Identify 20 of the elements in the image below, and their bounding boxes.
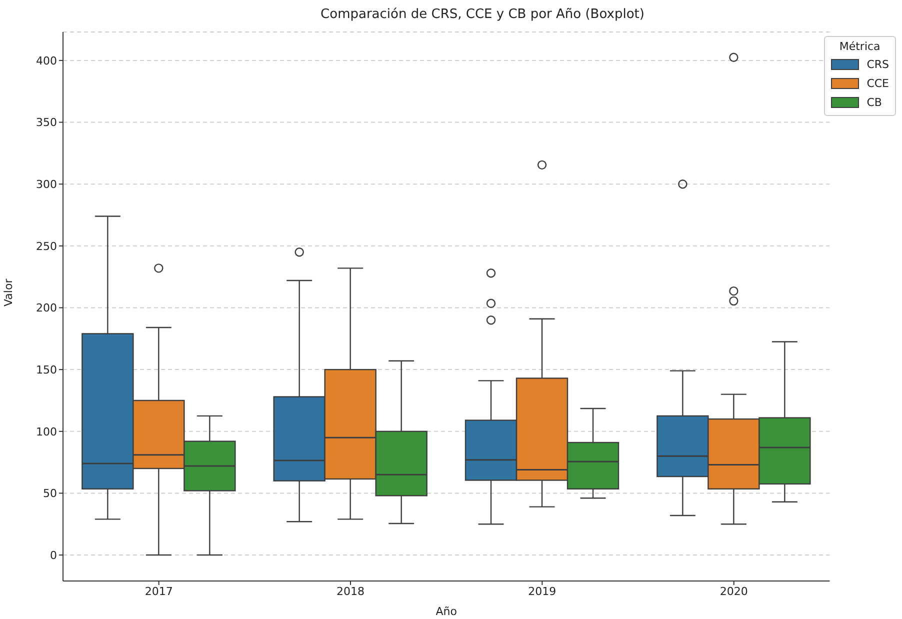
chart-title: Comparación de CRS, CCE y CB por Año (Boxplot) [320, 7, 646, 22]
y-tick-label: 300 [36, 178, 57, 191]
x-tick-label: 2018 [336, 584, 365, 598]
x-axis-title: Año [436, 605, 458, 618]
y-tick-label: 200 [36, 302, 57, 315]
x-tick-label: 2020 [720, 584, 748, 598]
legend-label: CCE [866, 77, 889, 90]
y-tick-label: 50 [43, 487, 57, 500]
y-axis-title: Valor [2, 278, 15, 306]
y-tick-label: 0 [50, 548, 57, 562]
y-tick-label: 100 [36, 425, 57, 438]
x-tick-label: 2017 [144, 584, 173, 598]
y-tick-label: 400 [36, 54, 57, 68]
y-tick-label: 150 [36, 363, 57, 376]
legend-title: Métrica [838, 40, 882, 53]
legend-label: CRS [866, 58, 889, 71]
y-tick-label: 350 [36, 116, 57, 130]
legend-label: CB [866, 96, 882, 109]
x-tick-label: 2019 [528, 584, 556, 598]
y-tick-label: 250 [36, 240, 57, 253]
